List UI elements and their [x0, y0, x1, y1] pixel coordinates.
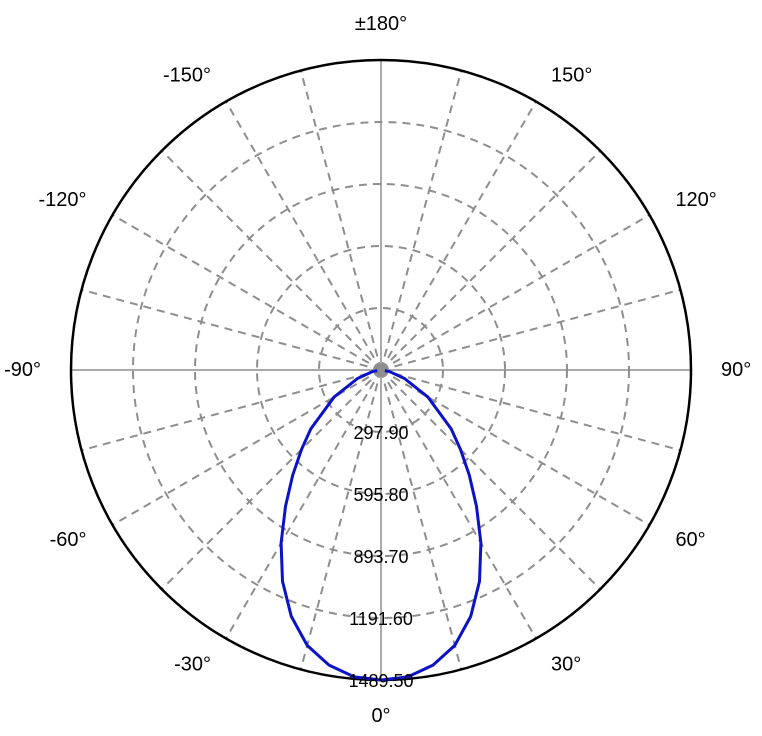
- radial-label: 595.80: [353, 485, 408, 505]
- angle-label: 30°: [551, 653, 581, 675]
- angular-gridline: [381, 151, 600, 370]
- radial-label: 297.90: [353, 423, 408, 443]
- angle-label: 0°: [371, 705, 390, 727]
- radial-label: 1191.60: [349, 609, 413, 629]
- angular-gridline: [381, 290, 680, 370]
- angular-gridline: [113, 215, 381, 370]
- angular-gridline: [82, 370, 381, 450]
- angular-gridline: [381, 215, 649, 370]
- angular-gridline: [381, 102, 536, 370]
- angle-label: -90°: [4, 359, 41, 381]
- angular-gridline: [82, 290, 381, 370]
- angular-gridline: [301, 71, 381, 370]
- angular-gridline: [381, 71, 461, 370]
- angle-label: -30°: [174, 653, 211, 675]
- radial-label: 1489.50: [348, 671, 413, 691]
- angular-gridline: [162, 370, 381, 589]
- polar-chart: 0° 30° 60° 90° 120° 150° ±180° -150° -120° -90° -6…: [0, 0, 762, 736]
- center-marker: [377, 366, 385, 374]
- angle-label: 150°: [551, 65, 592, 87]
- angle-label: -120°: [39, 189, 87, 211]
- angle-label: 120°: [675, 189, 716, 211]
- angular-gridline: [226, 102, 381, 370]
- radial-label: 893.70: [353, 547, 408, 567]
- angle-label: 90°: [721, 359, 751, 381]
- angle-label: ±180°: [355, 13, 407, 35]
- angular-gridline: [162, 151, 381, 370]
- angular-gridline: [381, 370, 680, 450]
- angular-gridline: [381, 370, 600, 589]
- angle-label: 60°: [675, 529, 705, 551]
- angle-label: -150°: [163, 65, 211, 87]
- angle-label: -60°: [50, 529, 87, 551]
